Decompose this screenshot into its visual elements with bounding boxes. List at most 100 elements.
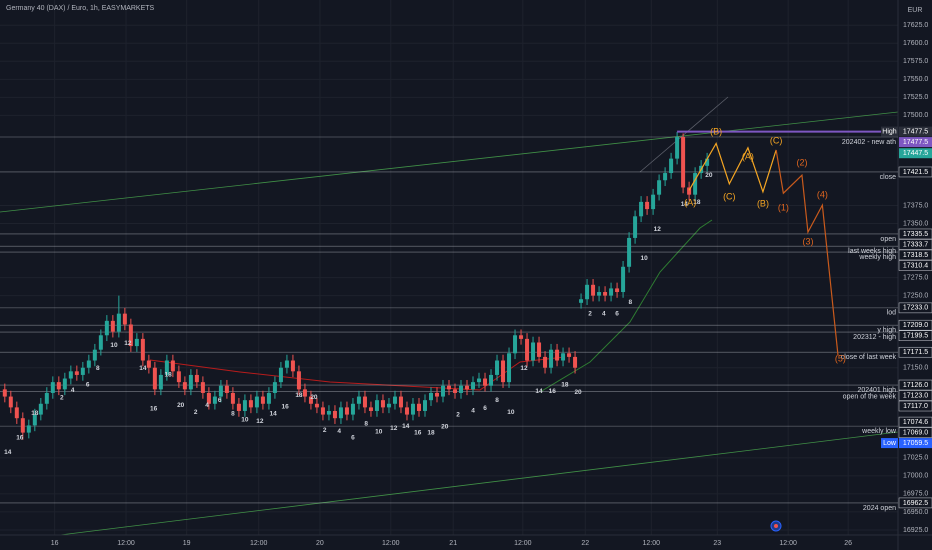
- candle-body: [266, 392, 271, 404]
- wave-label: (4): [817, 190, 828, 200]
- candle-body: [314, 403, 319, 408]
- hour-label: 8: [364, 421, 368, 428]
- hour-label: 16: [549, 388, 557, 395]
- hour-label: 20: [177, 402, 185, 409]
- candle-body: [290, 360, 295, 372]
- level-label: lod: [887, 310, 896, 317]
- candle-body: [44, 392, 49, 404]
- candle-body: [176, 371, 181, 383]
- hour-label: 14: [535, 388, 543, 395]
- moving-average: [539, 219, 713, 393]
- hour-label: 12: [124, 340, 132, 347]
- candle-body: [597, 292, 602, 296]
- grid: [0, 0, 898, 535]
- candle-body: [507, 353, 512, 383]
- hour-label: 20: [574, 389, 582, 396]
- wave-label: (B): [710, 127, 722, 137]
- price-tag: [899, 137, 932, 148]
- price-tag: [898, 228, 932, 240]
- hour-label: 12: [390, 425, 398, 432]
- level-label: 202402 - new ath: [842, 139, 896, 146]
- hour-label: 6: [218, 397, 222, 404]
- candle-body: [308, 396, 313, 404]
- hour-label: 12: [520, 365, 528, 372]
- hour-label: 10: [640, 255, 648, 262]
- price-tag-label: 17310.4: [903, 262, 928, 269]
- event-icon-dot: [774, 524, 778, 528]
- wave-label: (B): [757, 198, 769, 208]
- candle-body: [122, 313, 127, 325]
- y-tick-label: 17525.0: [903, 94, 928, 101]
- wave-label: (A): [742, 152, 754, 162]
- price-tag-label: 17199.5: [903, 333, 928, 340]
- hour-label: 6: [483, 405, 487, 412]
- hour-label: 4: [205, 402, 209, 409]
- price-tag: [898, 400, 932, 412]
- candle-body: [693, 173, 698, 195]
- candle-body: [350, 403, 355, 415]
- candle-body: [404, 407, 409, 415]
- price-tag: [898, 346, 932, 358]
- level-label: close of last week: [841, 354, 897, 361]
- candle-body: [392, 396, 397, 404]
- candle-body: [242, 400, 247, 411]
- candle-body: [362, 396, 367, 408]
- hour-label: 10: [110, 342, 118, 349]
- channel-line: [639, 96, 729, 173]
- candle-body: [260, 396, 265, 404]
- candle-body: [356, 396, 361, 404]
- candle-body: [146, 360, 151, 368]
- candle-body: [603, 292, 608, 296]
- hour-label: 2: [194, 409, 198, 416]
- price-tag-label: 17171.5: [903, 349, 928, 356]
- hour-label: 18: [164, 372, 172, 379]
- candle-body: [585, 284, 590, 300]
- x-tick-label: 12:00: [382, 540, 400, 547]
- candle-body: [170, 360, 175, 372]
- hour-label: 20: [310, 394, 318, 401]
- price-tag: [899, 438, 932, 449]
- hour-label: 4: [71, 387, 75, 394]
- candle-body: [194, 374, 199, 383]
- candle-body: [86, 360, 91, 368]
- price-tag-label: 17126.0: [903, 382, 928, 389]
- hour-label: 4: [471, 408, 475, 415]
- price-tag-label: 17117.0: [903, 403, 928, 410]
- y-tick-label: 16975.0: [903, 491, 928, 498]
- hour-label: 10: [375, 429, 383, 436]
- wave-path: [688, 142, 777, 194]
- candle-body: [549, 349, 554, 368]
- x-tick-label: 26: [844, 540, 852, 547]
- price-tag: [898, 302, 932, 314]
- candle-body: [579, 299, 584, 303]
- candle-body: [254, 396, 259, 408]
- tag-name: High: [882, 128, 897, 135]
- candle-body: [116, 313, 121, 332]
- candle-body: [26, 425, 31, 433]
- x-tick-label: 23: [713, 540, 721, 547]
- candle-body: [332, 410, 337, 419]
- candle-body: [182, 382, 187, 390]
- hour-label: 12: [654, 226, 662, 233]
- hour-label: 2: [588, 311, 592, 318]
- x-tick-label: 22: [581, 540, 589, 547]
- candle-body: [248, 400, 253, 408]
- candle-body: [320, 407, 325, 415]
- price-tag-label: 17209.0: [903, 322, 928, 329]
- candle-body: [32, 414, 37, 426]
- candle-body: [302, 389, 307, 397]
- price-tag-label: 17318.5: [903, 252, 928, 259]
- candle-body: [471, 382, 476, 390]
- candle-body: [200, 382, 205, 393]
- candle-body: [158, 374, 163, 390]
- candle-body: [621, 266, 626, 293]
- candle-body: [428, 392, 433, 401]
- hour-label: 18: [31, 410, 39, 417]
- hour-label: 8: [96, 365, 100, 372]
- price-tag-label: 17233.0: [903, 305, 928, 312]
- hour-label: 2: [456, 412, 460, 419]
- candle-body: [374, 400, 379, 411]
- candle-body: [296, 371, 301, 390]
- hour-label: 4: [337, 428, 341, 435]
